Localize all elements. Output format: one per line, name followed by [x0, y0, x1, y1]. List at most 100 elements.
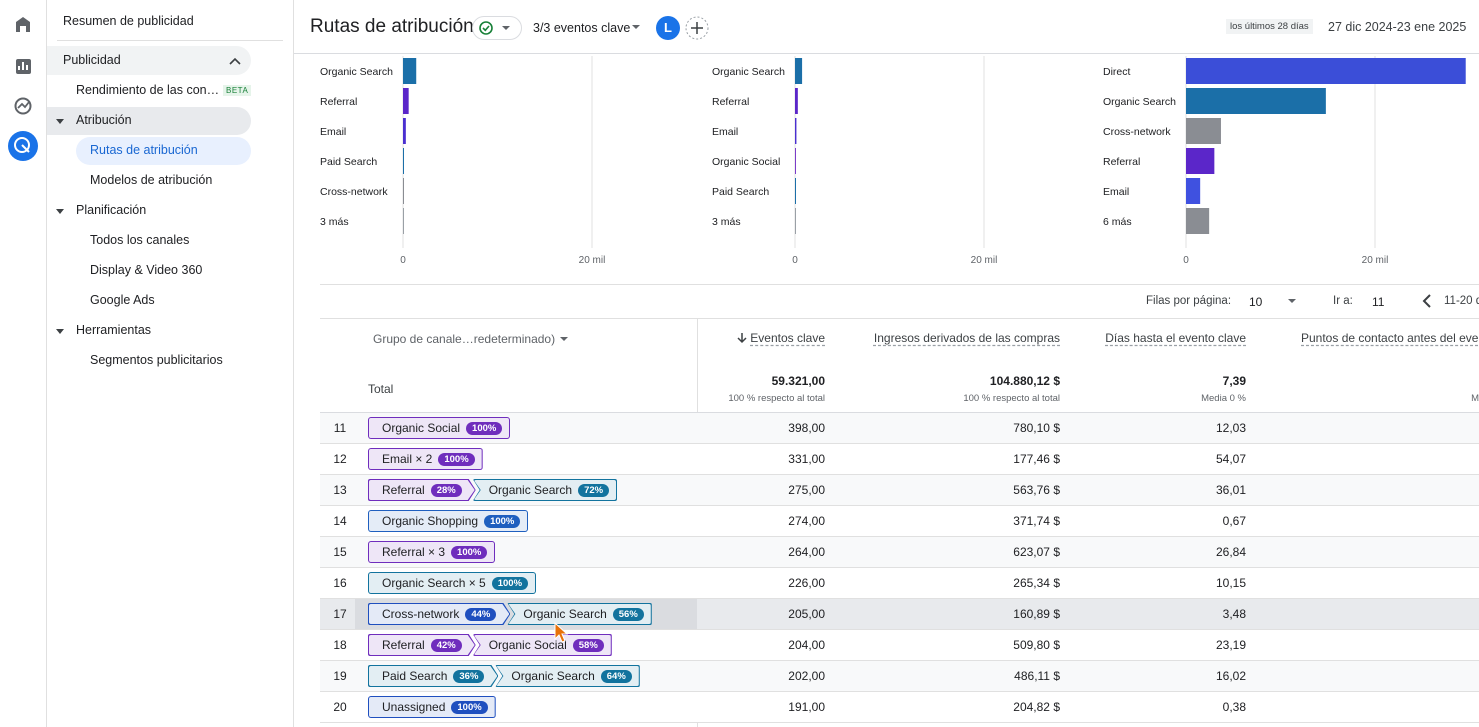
bar[interactable] — [795, 208, 796, 234]
nav-section[interactable]: Planificación — [76, 196, 146, 224]
x-tick-label: 0 — [1183, 255, 1189, 266]
channel-chip[interactable]: Organic Search56% — [507, 603, 651, 625]
bar-chart: 020 milOrganic SearchReferralEmailOrgani… — [710, 54, 1100, 284]
category-label: Email — [712, 126, 738, 138]
bar[interactable] — [403, 148, 404, 174]
channel-share: 58% — [573, 639, 604, 652]
table-row[interactable]: 14Organic Shopping100%274,00371,74 $0,67 — [320, 506, 1479, 537]
channel-chip[interactable]: Organic Shopping100% — [368, 510, 528, 532]
nav-item[interactable]: Display & Video 360 — [90, 256, 202, 284]
dimension-selector[interactable]: Grupo de canale…redeterminado) — [373, 332, 555, 346]
bar[interactable] — [403, 88, 409, 114]
channel-chip[interactable]: Organic Social58% — [473, 634, 612, 656]
table-row[interactable]: 18Referral42%Organic Social58%204,00509,… — [320, 630, 1479, 661]
row-index: 12 — [320, 452, 360, 466]
events-selector[interactable]: 3/3 eventos clave — [533, 21, 630, 35]
bar[interactable] — [1186, 58, 1466, 84]
channel-chip[interactable]: Paid Search36% — [368, 665, 498, 687]
channel-chip[interactable]: Referral × 3100% — [368, 541, 495, 563]
table-row[interactable]: 12Email × 2100%331,00177,46 $54,07 — [320, 444, 1479, 475]
bar[interactable] — [1186, 208, 1209, 234]
goto-page[interactable]: 11 — [1372, 295, 1384, 309]
prev-page[interactable] — [1422, 294, 1432, 308]
mouse-cursor — [553, 622, 569, 644]
charts-divider — [320, 284, 1479, 285]
cell-value: 160,89 $ — [1013, 607, 1060, 621]
table-row[interactable]: 11Organic Social100%398,00780,10 $12,03 — [320, 413, 1479, 444]
nav-item[interactable]: Rutas de atribución — [90, 136, 198, 164]
total-note: Media 0 % — [1201, 393, 1246, 404]
bar[interactable] — [795, 178, 796, 204]
bar[interactable] — [1186, 148, 1214, 174]
channel-chip[interactable]: Email × 2100% — [368, 448, 483, 470]
channel-share: 28% — [431, 484, 462, 497]
channel-share: 100% — [466, 422, 502, 435]
column-header[interactable]: Eventos clave — [750, 331, 825, 345]
table-row[interactable]: 13Referral28%Organic Search72%275,00563,… — [320, 475, 1479, 506]
channel-chip[interactable]: Cross-network44% — [368, 603, 510, 625]
channel-name: Referral × 3 — [382, 545, 445, 559]
rows-per-page[interactable]: 10 — [1249, 295, 1262, 309]
nav-item[interactable]: Google Ads — [90, 286, 155, 314]
table-row[interactable]: 17Cross-network44%Organic Search56%205,0… — [320, 599, 1479, 630]
date-range[interactable]: 27 dic 2024-23 ene 2025 — [1328, 20, 1466, 34]
expand-arrow[interactable] — [56, 329, 64, 335]
bar[interactable] — [403, 208, 404, 234]
nav-item[interactable]: Modelos de atribución — [90, 166, 212, 194]
column-header[interactable]: Días hasta el evento clave — [1105, 331, 1246, 345]
category-label: Referral — [1103, 156, 1140, 168]
bar[interactable] — [795, 118, 796, 144]
nav-section[interactable]: Herramientas — [76, 316, 151, 344]
total-value: 59.321,00 — [772, 374, 825, 388]
cell-value: 780,10 $ — [1013, 421, 1060, 435]
channel-share: 100% — [451, 701, 487, 714]
bar[interactable] — [795, 58, 802, 84]
avatar[interactable]: L — [656, 16, 680, 40]
bar[interactable] — [1186, 118, 1221, 144]
channel-name: Referral — [382, 638, 425, 652]
channel-name: Organic Search — [523, 607, 606, 621]
home-icon[interactable] — [16, 17, 30, 32]
rows-dropdown-icon[interactable] — [1287, 298, 1297, 306]
table-row[interactable]: 15Referral × 3100%264,00623,07 $26,84 — [320, 537, 1479, 568]
table-row[interactable]: 20Unassigned100%191,00204,82 $0,38 — [320, 692, 1479, 723]
group-header[interactable]: Publicidad — [47, 46, 251, 75]
channel-chip[interactable]: Referral28% — [368, 479, 476, 501]
chip-content: Organic Search56% — [507, 603, 651, 625]
channel-share: 44% — [465, 608, 496, 621]
add-comparison[interactable] — [685, 16, 709, 40]
channel-chip[interactable]: Unassigned100% — [368, 696, 496, 718]
nav-item[interactable]: Todos los canales — [90, 226, 189, 254]
channel-chip[interactable]: Referral42% — [368, 634, 476, 656]
row-index: 20 — [320, 700, 360, 714]
nav-item[interactable]: Rendimiento de las con… — [76, 76, 219, 104]
channel-chip[interactable]: Organic Search72% — [473, 479, 617, 501]
sidebar-title[interactable]: Resumen de publicidad — [63, 7, 194, 35]
expand-arrow[interactable] — [56, 119, 64, 125]
column-header[interactable]: Ingresos derivados de las compras — [874, 331, 1060, 345]
table-row[interactable]: 16Organic Search × 5100%226,00265,34 $10… — [320, 568, 1479, 599]
bar[interactable] — [403, 118, 406, 144]
channel-share: 100% — [438, 453, 474, 466]
channel-share: 72% — [578, 484, 609, 497]
bar[interactable] — [795, 148, 796, 174]
channel-chip[interactable]: Organic Search64% — [495, 665, 639, 687]
nav-section[interactable]: Atribución — [76, 106, 132, 134]
bar[interactable] — [403, 58, 416, 84]
bar[interactable] — [1186, 88, 1326, 114]
channel-chip[interactable]: Organic Search × 5100% — [368, 572, 536, 594]
bar[interactable] — [795, 88, 798, 114]
status-chip[interactable] — [472, 16, 522, 40]
rail-icons — [0, 0, 46, 170]
arrow-shape — [56, 209, 64, 214]
collapse-shape — [230, 59, 240, 64]
expand-arrow[interactable] — [56, 209, 64, 215]
table-row[interactable]: 19Paid Search36%Organic Search64%202,004… — [320, 661, 1479, 692]
bar[interactable] — [1186, 178, 1200, 204]
channel-chip[interactable]: Organic Social100% — [368, 417, 510, 439]
nav-item[interactable]: Segmentos publicitarios — [90, 346, 223, 374]
column-header[interactable]: Puntos de contacto antes del eve — [1301, 331, 1478, 345]
bar[interactable] — [403, 178, 404, 204]
x-tick-label: 20 mil — [970, 255, 997, 266]
